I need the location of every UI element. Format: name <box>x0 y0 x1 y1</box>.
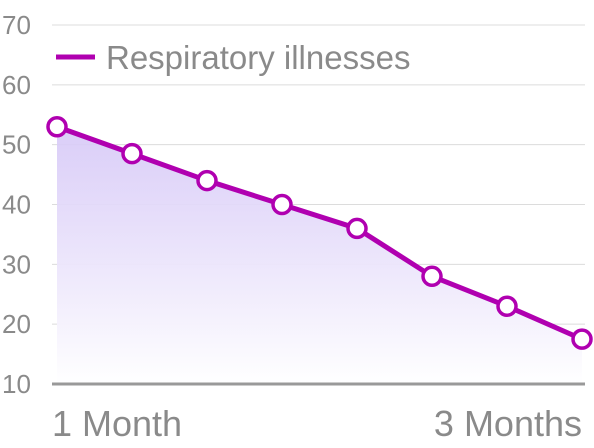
y-tick-label-60: 60 <box>2 70 31 100</box>
data-point-3 <box>271 193 293 216</box>
data-point-5 <box>421 265 443 288</box>
y-tick-label-20: 20 <box>2 309 31 339</box>
line-layer <box>54 124 585 342</box>
y-tick-label-40: 40 <box>2 190 31 220</box>
data-point-6 <box>496 295 518 317</box>
series-line <box>54 124 585 342</box>
y-tick-label-10: 10 <box>2 369 31 399</box>
data-point-4 <box>346 217 368 240</box>
x-tick-label-start: 1 Month <box>52 403 182 444</box>
data-point-7 <box>571 328 593 350</box>
data-point-2 <box>196 169 218 192</box>
x-tick-label-end: 3 Months <box>434 403 582 444</box>
y-tick-label-50: 50 <box>2 130 31 160</box>
data-point-1 <box>121 142 143 165</box>
legend: Respiratory illnesses <box>56 39 410 76</box>
legend-label: Respiratory illnesses <box>106 39 410 76</box>
y-tick-label-30: 30 <box>2 249 31 279</box>
y-tick-label-70: 70 <box>2 10 31 40</box>
label-layer: 10 20 30 40 50 60 70 1 Month 3 Months <box>2 10 582 444</box>
area-layer <box>57 126 582 384</box>
data-point-0 <box>46 115 68 138</box>
point-layer <box>46 115 593 350</box>
series-area-fill <box>57 126 582 384</box>
